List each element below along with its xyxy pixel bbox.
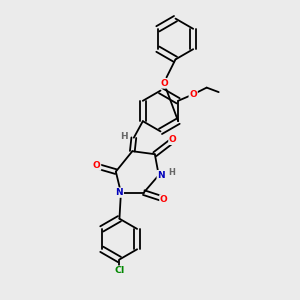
Text: O: O (189, 90, 197, 99)
Text: O: O (169, 135, 177, 144)
Text: O: O (160, 195, 168, 204)
Text: H: H (168, 168, 175, 177)
Text: H: H (120, 132, 128, 141)
Text: N: N (157, 171, 165, 180)
Text: O: O (160, 79, 168, 88)
Text: Cl: Cl (114, 266, 124, 275)
Text: O: O (93, 161, 101, 170)
Text: N: N (116, 188, 123, 197)
